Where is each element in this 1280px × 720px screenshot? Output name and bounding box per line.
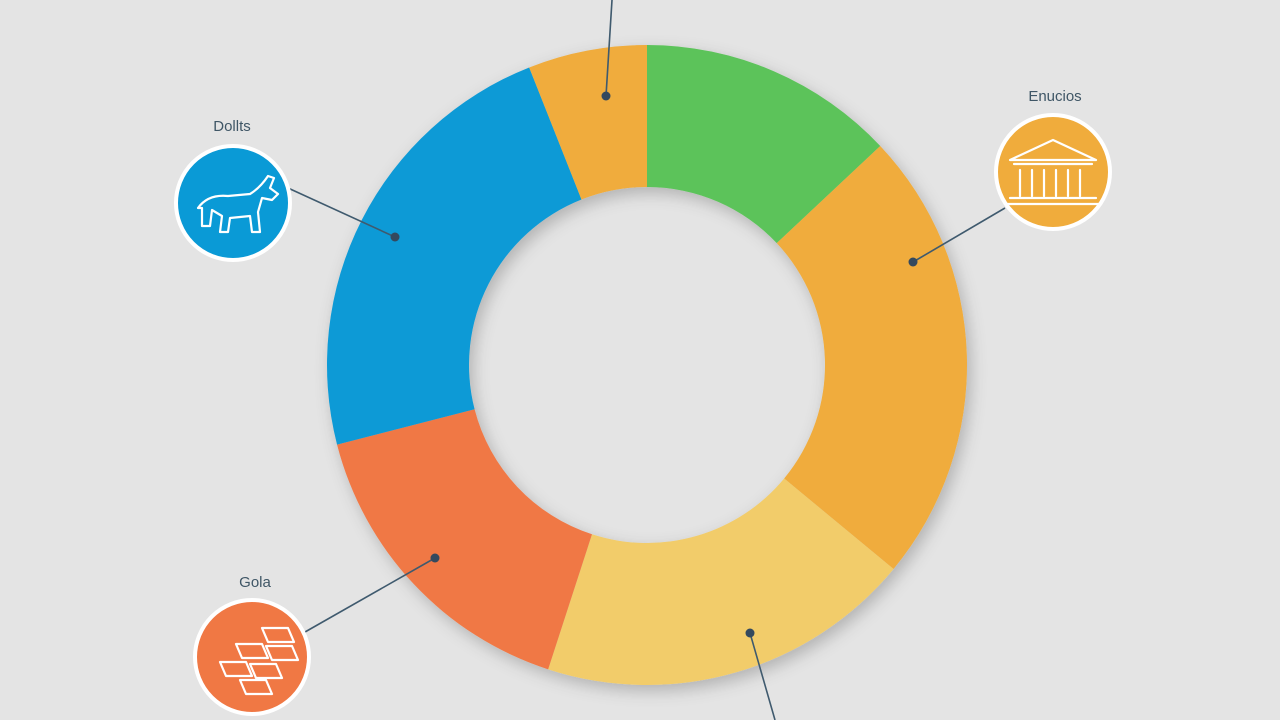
leader-dot	[745, 628, 755, 638]
donut-segment	[647, 45, 881, 244]
donut-segment	[337, 409, 592, 670]
donut-segment	[326, 67, 582, 445]
donut-segment	[776, 145, 967, 569]
category-label: Gola	[239, 574, 271, 591]
leader-dot	[430, 553, 440, 563]
donut	[326, 45, 967, 685]
leader-line	[287, 187, 396, 238]
icon-badge	[174, 144, 292, 262]
icon-badge	[994, 113, 1112, 231]
leader-dot	[390, 232, 400, 242]
category-label: Dollts	[213, 118, 251, 135]
leader-line	[605, 0, 613, 97]
leader-dot	[908, 257, 918, 267]
donut-segment	[548, 478, 894, 685]
leader-line	[304, 557, 436, 633]
donut-segment	[529, 45, 647, 200]
leader-line	[749, 632, 776, 720]
leader-dot	[601, 91, 611, 101]
icon-badge	[193, 598, 311, 716]
leader-line	[912, 207, 1006, 263]
category-label: Enucios	[1028, 88, 1081, 105]
